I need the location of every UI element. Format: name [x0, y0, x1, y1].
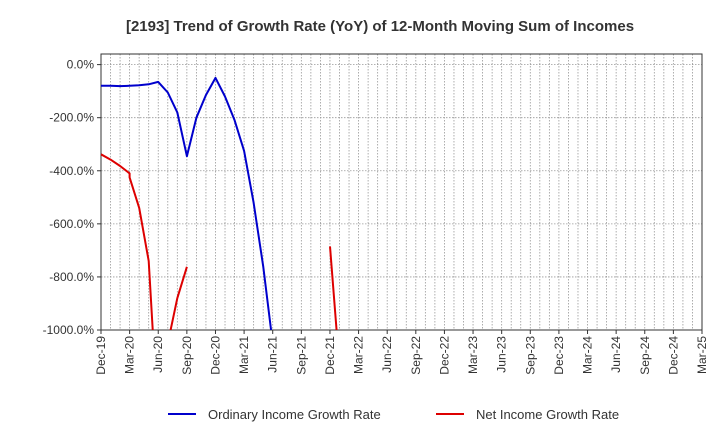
x-tick-label: Sep-22 — [409, 336, 423, 375]
series-line-1-1 — [169, 266, 188, 330]
x-tick-label: Dec-21 — [323, 336, 337, 375]
x-tick-label: Mar-21 — [237, 336, 251, 374]
y-tick-label: -400.0% — [49, 164, 94, 178]
series-line-0-0 — [101, 76, 273, 330]
x-tick-label: Jun-21 — [266, 336, 280, 373]
x-axis-ticks: Dec-19 Mar-20 Jun-20 Sep-20 Dec-20 Mar-21 Jun-… — [94, 330, 709, 375]
x-tick-label: Sep-21 — [294, 336, 308, 375]
legend-label-ordinary-income: Ordinary Income Growth Rate — [208, 407, 381, 422]
x-tick-label: Mar-23 — [466, 336, 480, 374]
x-tick-label: Dec-22 — [437, 336, 451, 375]
x-tick-label: Dec-19 — [94, 336, 108, 375]
x-tick-label: Sep-24 — [638, 336, 652, 375]
chart-title: [2193] Trend of Growth Rate (YoY) of 12-… — [126, 18, 634, 35]
x-tick-label: Mar-24 — [581, 336, 595, 374]
x-tick-label: Dec-24 — [666, 336, 680, 375]
x-tick-label: Dec-23 — [552, 336, 566, 375]
x-tick-label: Jun-22 — [380, 336, 394, 373]
x-tick-label: Dec-20 — [208, 336, 222, 375]
plot-area-border — [100, 53, 703, 331]
x-tick-label: Mar-25 — [695, 336, 709, 374]
y-tick-label: -1000.0% — [43, 323, 95, 337]
x-tick-label: Jun-24 — [609, 336, 623, 373]
plot-frame — [100, 53, 703, 331]
x-tick-label: Sep-20 — [180, 336, 194, 375]
x-tick-label: Jun-23 — [495, 336, 509, 373]
series-line-1-0 — [101, 153, 154, 330]
grid — [101, 54, 702, 330]
legend: Ordinary Income Growth Rate Net Income G… — [168, 407, 619, 422]
y-tick-label: -200.0% — [49, 111, 94, 125]
y-tick-label: 0.0% — [67, 58, 95, 72]
x-tick-label: Mar-22 — [352, 336, 366, 374]
series-group — [101, 76, 338, 330]
series-line-1-2 — [329, 246, 338, 330]
y-tick-label: -800.0% — [49, 270, 94, 284]
y-axis-ticks: 0.0% -200.0% -400.0% -600.0% -800.0% -1000.0% — [43, 58, 101, 337]
x-tick-label: Sep-23 — [523, 336, 537, 375]
legend-label-net-income: Net Income Growth Rate — [476, 407, 619, 422]
y-tick-label: -600.0% — [49, 217, 94, 231]
x-tick-label: Jun-20 — [151, 336, 165, 373]
x-tick-label: Mar-20 — [123, 336, 137, 374]
